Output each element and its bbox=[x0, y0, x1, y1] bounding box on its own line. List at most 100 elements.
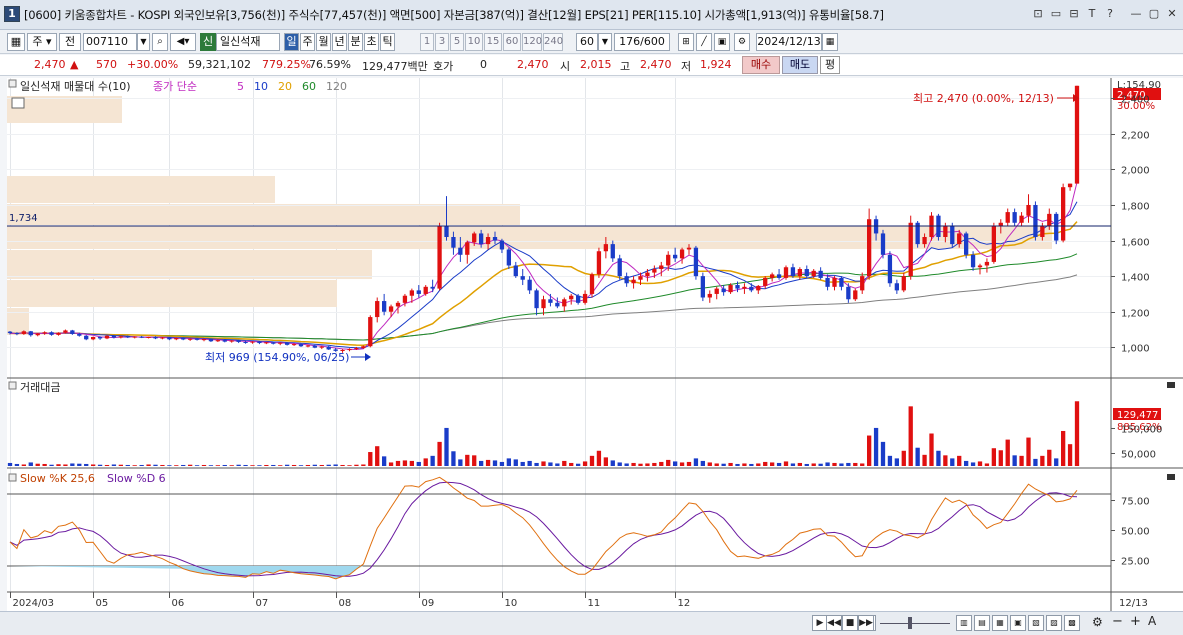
help-icon[interactable]: ? bbox=[1107, 7, 1113, 20]
zoom-in-icon[interactable]: + bbox=[1130, 614, 1141, 629]
zoom-out-icon[interactable]: − bbox=[1112, 614, 1123, 629]
volume-bar bbox=[160, 464, 165, 466]
volume-bar bbox=[631, 462, 636, 466]
lock-icon[interactable]: ⊟ bbox=[1069, 7, 1079, 20]
current-price: 2,470 bbox=[34, 58, 66, 71]
step-120[interactable]: 120 bbox=[522, 33, 542, 51]
step-1[interactable]: 1 bbox=[420, 33, 434, 51]
type-select[interactable]: 주 ▾ bbox=[27, 33, 57, 51]
volume-bar bbox=[700, 460, 706, 466]
calendar-icon[interactable]: ▦ bbox=[822, 33, 838, 51]
step-dropdown-icon[interactable]: ▼ bbox=[598, 33, 612, 51]
candle-body bbox=[326, 346, 331, 350]
period-1[interactable]: 일 bbox=[284, 33, 299, 51]
search-icon[interactable]: ⌕ bbox=[152, 33, 168, 51]
volume-bar bbox=[797, 462, 803, 466]
volume-bar bbox=[811, 463, 816, 466]
scroll-first-icon[interactable]: ◀◀ bbox=[826, 615, 842, 631]
volume-bar bbox=[742, 463, 747, 466]
zoom-slider-handle[interactable] bbox=[908, 617, 912, 629]
minimize-icon[interactable]: — bbox=[1130, 7, 1142, 20]
volume-bar bbox=[963, 460, 969, 466]
candle-body bbox=[818, 270, 823, 278]
period-6[interactable]: 초 bbox=[364, 33, 379, 51]
close-icon[interactable]: ✕ bbox=[1167, 7, 1177, 20]
step-select[interactable]: 60 bbox=[576, 33, 598, 51]
candle-body bbox=[284, 342, 290, 345]
step-60[interactable]: 60 bbox=[503, 33, 521, 51]
chart-canvas[interactable]: 1,734 일신석재 매물대 수(10) 종가 단순 5 10 20 60 120 최고… bbox=[7, 78, 1183, 612]
layout-icon[interactable]: ⊡ bbox=[1033, 7, 1043, 20]
volume-bar bbox=[936, 450, 941, 466]
volume-bar bbox=[506, 458, 512, 466]
view7-icon[interactable]: ▩ bbox=[1064, 615, 1080, 631]
volume-bar bbox=[229, 465, 234, 466]
font-size-icon[interactable]: A bbox=[1148, 614, 1157, 628]
indicator-icon[interactable]: ⊞ bbox=[678, 33, 694, 51]
step-240[interactable]: 240 bbox=[543, 33, 563, 51]
volume-tick-label: 50,000 bbox=[1121, 450, 1156, 461]
step-15[interactable]: 15 bbox=[484, 33, 502, 51]
period-4[interactable]: 년 bbox=[332, 33, 347, 51]
sell-button[interactable]: 매도 bbox=[782, 56, 818, 74]
candle-body bbox=[506, 249, 512, 266]
date-field[interactable]: 2024/12/13 bbox=[756, 33, 822, 51]
volume-bar bbox=[271, 464, 276, 466]
play-icon[interactable]: ▶▶ bbox=[858, 615, 874, 631]
volume-bar bbox=[465, 454, 470, 466]
ma-10-legend: 10 bbox=[254, 80, 268, 93]
candle-body bbox=[943, 226, 948, 238]
candle-body bbox=[208, 339, 214, 342]
step-3[interactable]: 3 bbox=[435, 33, 449, 51]
candle-body bbox=[146, 336, 151, 338]
gear-icon[interactable]: ⚙ bbox=[734, 33, 750, 51]
save-icon[interactable]: ▣ bbox=[714, 33, 730, 51]
volume-bar bbox=[1005, 439, 1010, 466]
view3-icon[interactable]: ▦ bbox=[992, 615, 1008, 631]
stock-name-field[interactable]: 일신석재 bbox=[216, 33, 280, 51]
period-7[interactable]: 틱 bbox=[380, 33, 395, 51]
buy-button[interactable]: 매수 bbox=[742, 56, 780, 74]
count-field[interactable]: 176/600 bbox=[614, 33, 670, 51]
turnover-rate: 76.59% bbox=[309, 58, 351, 71]
view6-icon[interactable]: ▨ bbox=[1046, 615, 1062, 631]
candle-body bbox=[63, 330, 68, 333]
draw-icon[interactable]: ╱ bbox=[696, 33, 712, 51]
period-5[interactable]: 분 bbox=[348, 33, 363, 51]
volume-bar bbox=[1067, 444, 1073, 466]
sound-icon[interactable]: ◀▾ bbox=[170, 33, 196, 51]
view1-icon[interactable]: ▥ bbox=[956, 615, 972, 631]
candle-body bbox=[596, 251, 602, 275]
settings-icon[interactable]: ⚙ bbox=[1092, 615, 1103, 629]
view5-icon[interactable]: ▧ bbox=[1028, 615, 1044, 631]
volume-bar bbox=[236, 464, 241, 466]
volume-bar bbox=[472, 455, 477, 466]
view2-icon[interactable]: ▤ bbox=[974, 615, 990, 631]
x-tick-label: 07 bbox=[256, 598, 269, 609]
screen-icon[interactable]: ▭ bbox=[1050, 7, 1062, 20]
stop-icon[interactable]: ■ bbox=[842, 615, 858, 631]
avg-button[interactable]: 평 bbox=[820, 56, 840, 74]
volume-bar bbox=[437, 441, 442, 466]
grid-icon[interactable]: ▦ bbox=[7, 33, 25, 51]
period-3[interactable]: 월 bbox=[316, 33, 331, 51]
volume-bar bbox=[638, 463, 643, 466]
sub-select[interactable]: 전 bbox=[59, 33, 81, 51]
candle-body bbox=[409, 290, 415, 296]
code-dropdown-icon[interactable]: ▼ bbox=[137, 33, 150, 51]
candle-body bbox=[922, 237, 927, 245]
chart-area[interactable]: 1,734 일신석재 매물대 수(10) 종가 단순 5 10 20 60 120 최고… bbox=[7, 78, 1183, 612]
volume-bar bbox=[749, 463, 754, 466]
text-icon[interactable]: T bbox=[1088, 7, 1096, 20]
period-2[interactable]: 주 bbox=[300, 33, 315, 51]
step-5[interactable]: 5 bbox=[450, 33, 464, 51]
volume-bar bbox=[769, 462, 775, 466]
stoch-panel-button-icon bbox=[1167, 474, 1175, 480]
volume-bar bbox=[284, 464, 290, 466]
zoom-slider-track[interactable] bbox=[880, 623, 950, 624]
view4-icon[interactable]: ▣ bbox=[1010, 615, 1026, 631]
panel-toggle-icon bbox=[8, 79, 17, 88]
step-10[interactable]: 10 bbox=[465, 33, 483, 51]
maximize-icon[interactable]: ▢ bbox=[1148, 7, 1160, 20]
code-input[interactable]: 007110 bbox=[83, 33, 137, 51]
